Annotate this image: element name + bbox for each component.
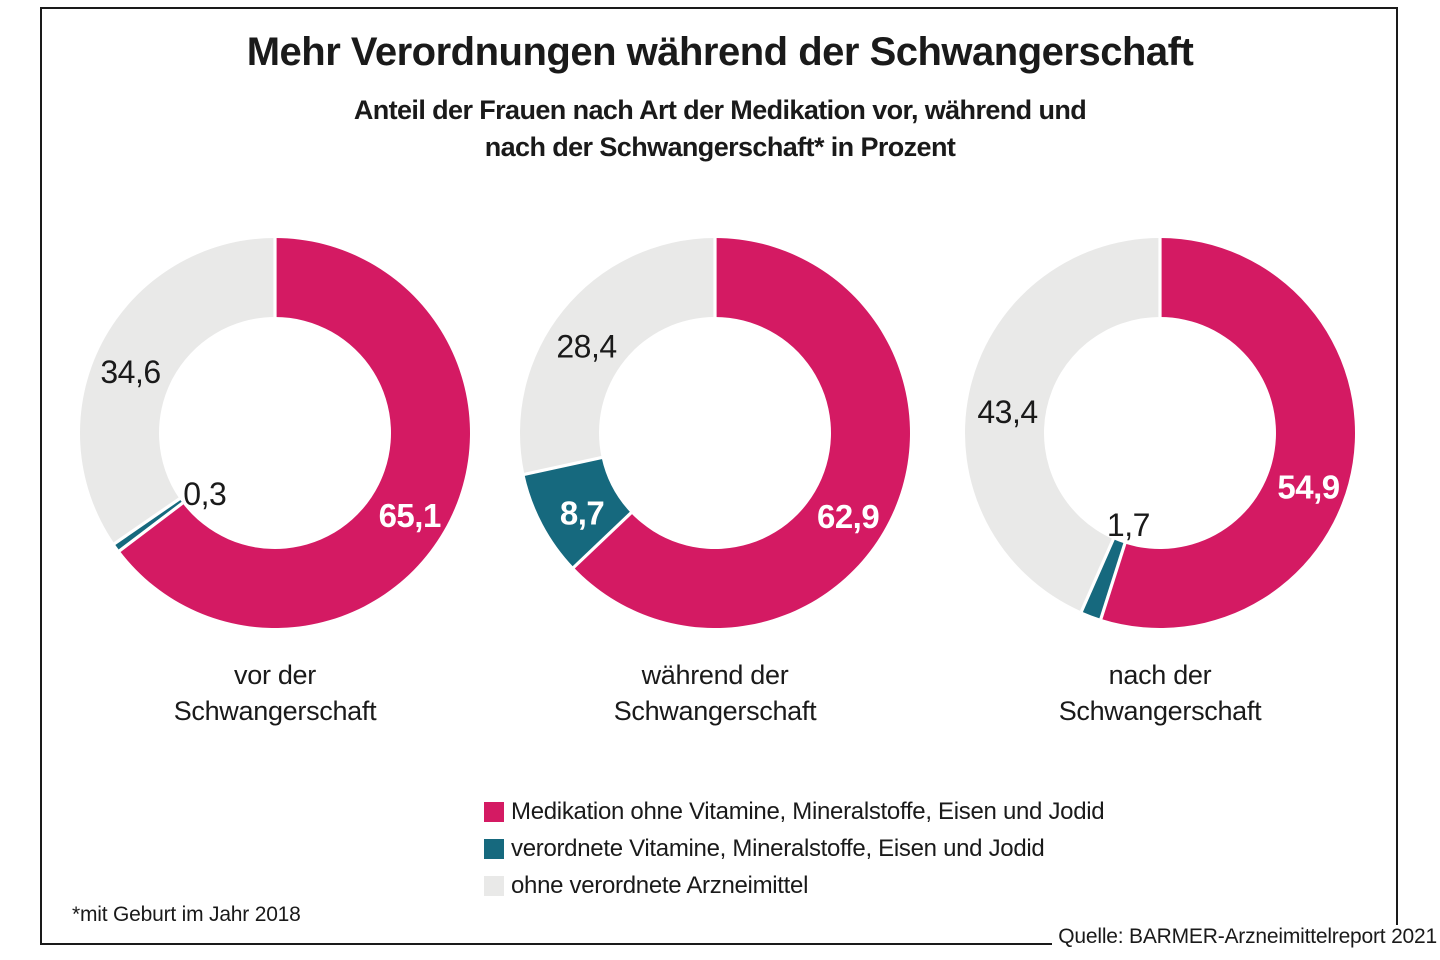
slice-separator [110, 495, 184, 548]
donut-chart-before-pregnancy: 65,1 0,3 34,6 [79, 234, 470, 628]
donut-group-before-pregnancy: 65,1 0,3 34,6 vor der Schwangerschaft [75, 233, 475, 729]
donut-chart-after-pregnancy: 54,9 1,7 43,4 [965, 234, 1356, 628]
donut-slice-gray [519, 238, 715, 475]
donut-slice-gray [965, 238, 1160, 612]
frame-border-top [40, 7, 1398, 9]
donut-slice-pink [1100, 238, 1356, 628]
slice-separator [1098, 539, 1128, 624]
donut-caption-after-pregnancy: nach der Schwangerschaft [960, 657, 1360, 729]
footnote: *mit Geburt im Jahr 2018 [72, 903, 301, 926]
value-label: 28,4 [556, 329, 616, 365]
chart-title: Mehr Verordnungen während der Schwangers… [246, 30, 1194, 74]
donut-caption-line2: Schwangerschaft [613, 696, 817, 726]
donut-caption-line1: während der [641, 660, 789, 690]
donut-chart-during-pregnancy: 62,9 8,7 28,4 [519, 234, 910, 628]
donut-caption-line2: Schwangerschaft [173, 696, 377, 726]
donut-group-during-pregnancy: 62,9 8,7 28,4 während der Schwangerschaft [515, 233, 915, 729]
slice-separator [1078, 534, 1117, 616]
legend: Medikation ohne Vitamine, Mineralstoffe,… [484, 798, 1105, 911]
legend-swatch-teal [484, 839, 504, 859]
donut-caption-before-pregnancy: vor der Schwangerschaft [75, 657, 475, 729]
frame-border-left [40, 7, 42, 945]
legend-label: Medikation ohne Vitamine, Mineralstoffe,… [511, 798, 1105, 825]
donut-slice-teal [114, 498, 183, 551]
source-credit: Quelle: BARMER-Arzneimittelreport 2021 [1052, 925, 1437, 949]
donut-caption-line1: vor der [234, 660, 316, 690]
value-label: 8,7 [560, 494, 604, 531]
chart-subtitle-line2: nach der Schwangerschaft* in Prozent [484, 132, 956, 162]
slice-separator [115, 499, 187, 555]
donut-caption-line1: nach der [1108, 660, 1212, 690]
frame-border-bottom [40, 943, 1076, 945]
donut-slice-gray [79, 238, 276, 544]
frame-border-right [1396, 7, 1398, 925]
legend-label: verordnete Vitamine, Mineralstoffe, Eise… [511, 835, 1045, 862]
legend-swatch-gray [484, 876, 504, 896]
value-label: 62,9 [817, 498, 879, 535]
value-label: 34,6 [100, 354, 160, 390]
donut-group-after-pregnancy: 54,9 1,7 43,4 nach der Schwangerschaft [960, 233, 1360, 729]
donut-caption-line2: Schwangerschaft [1058, 696, 1262, 726]
donut-slice-teal [524, 457, 631, 568]
legend-item-vitamins: verordnete Vitamine, Mineralstoffe, Eise… [484, 837, 1104, 861]
legend-swatch-pink [484, 802, 504, 822]
donut-slice-pink [119, 238, 470, 628]
value-label: 43,4 [977, 394, 1037, 430]
chart-subtitle-line1: Anteil der Frauen nach Art der Medikatio… [353, 95, 1087, 125]
slice-separator [520, 455, 606, 477]
legend-item-none: ohne verordnete Arzneimittel [484, 874, 1104, 898]
value-label: 0,3 [183, 476, 226, 512]
legend-item-medication: Medikation ohne Vitamine, Mineralstoffe,… [484, 798, 1105, 825]
value-label: 54,9 [1277, 469, 1339, 506]
slice-separator [569, 509, 635, 572]
donut-slice-pink [573, 238, 910, 628]
value-label: 1,7 [1107, 507, 1150, 543]
value-label: 65,1 [379, 497, 441, 534]
donut-caption-during-pregnancy: während der Schwangerschaft [515, 657, 915, 729]
donut-slice-teal [1081, 539, 1125, 619]
chart-subtitle: Anteil der Frauen nach Art der Medikatio… [0, 92, 1440, 166]
legend-label: ohne verordnete Arzneimittel [511, 872, 809, 899]
